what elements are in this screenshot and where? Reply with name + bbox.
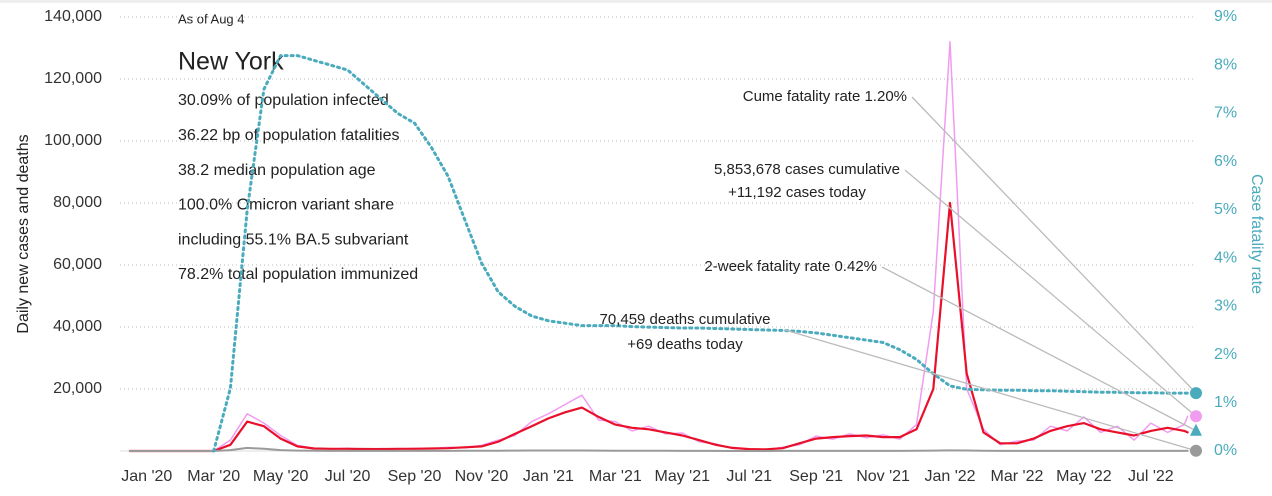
end-marker <box>1190 387 1202 400</box>
x-tick-label: Mar '22 <box>991 468 1044 485</box>
y-tick-label: 100,000 <box>44 132 102 149</box>
y-tick-label: 40,000 <box>53 318 102 335</box>
x-tick-label: May '22 <box>1056 468 1112 485</box>
y2-tick-label: 6% <box>1214 153 1237 170</box>
y-tick-label: 120,000 <box>44 70 102 87</box>
y2-tick-label: 1% <box>1214 394 1237 411</box>
leader-line <box>911 96 1197 394</box>
chart-title: New York <box>178 48 284 76</box>
x-tick-label: Jan '21 <box>523 468 574 485</box>
x-tick-label: May '21 <box>654 468 710 485</box>
annotation-text: 5,853,678 cases cumulative <box>714 161 900 178</box>
x-tick-label: Sep '21 <box>789 468 843 485</box>
stat-line: including 55.1% BA.5 subvariant <box>178 231 409 248</box>
series-line <box>128 201 1189 453</box>
x-tick-label: Sep '20 <box>388 468 442 485</box>
x-tick-label: Jan '22 <box>924 468 975 485</box>
leader-line <box>904 169 1197 417</box>
stat-line: 100.0% Omicron variant share <box>178 197 394 214</box>
y2-tick-label: 5% <box>1214 201 1237 218</box>
y2-tick-label: 3% <box>1214 298 1237 315</box>
annotation-text: Cume fatality rate 1.20% <box>743 88 907 105</box>
y-axis-label: Daily new cases and deaths <box>15 134 32 333</box>
y2-tick-label: 9% <box>1214 8 1237 25</box>
as-of: As of Aug 4 <box>178 11 245 26</box>
x-tick-label: Jul '21 <box>726 468 772 485</box>
y2-tick-label: 0% <box>1214 442 1237 459</box>
leader-line <box>784 329 1197 452</box>
y-tick-label: 140,000 <box>44 8 102 25</box>
y2-tick-label: 4% <box>1214 249 1237 266</box>
annotation-text: +11,192 cases today <box>728 184 866 201</box>
annotation-text: 70,459 deaths cumulative <box>600 311 771 328</box>
end-marker <box>1190 423 1202 436</box>
stat-line: 38.2 median population age <box>178 162 376 179</box>
annotation-text: 2-week fatality rate 0.42% <box>704 258 877 275</box>
y2-axis-label: Case fatality rate <box>1248 174 1265 294</box>
x-tick-label: Jul '22 <box>1128 468 1174 485</box>
y-tick-label: 20,000 <box>53 380 102 397</box>
stat-line: 30.09% of population infected <box>178 92 389 109</box>
y2-tick-label: 2% <box>1214 346 1237 363</box>
y2-tick-label: 7% <box>1214 105 1237 122</box>
x-tick-label: Mar '21 <box>589 468 642 485</box>
y2-tick-label: 8% <box>1214 56 1237 73</box>
x-tick-label: Mar '20 <box>187 468 240 485</box>
x-tick-label: Nov '21 <box>856 468 910 485</box>
x-tick-label: Nov '20 <box>455 468 509 485</box>
stat-line: 36.22 bp of population fatalities <box>178 127 400 144</box>
leader-line <box>881 266 1197 432</box>
end-marker <box>1190 410 1202 423</box>
annotation-text: +69 deaths today <box>627 336 743 353</box>
end-marker <box>1190 444 1202 457</box>
y-tick-label: 60,000 <box>53 256 102 273</box>
x-tick-label: Jul '20 <box>325 468 371 485</box>
x-tick-label: May '20 <box>253 468 309 485</box>
top-bar <box>0 0 1272 3</box>
x-tick-label: Jan '20 <box>121 468 172 485</box>
series-line <box>212 54 1190 453</box>
stat-line: 78.2% total population immunized <box>178 266 418 283</box>
y-tick-label: 80,000 <box>53 194 102 211</box>
series-line <box>129 446 1189 452</box>
